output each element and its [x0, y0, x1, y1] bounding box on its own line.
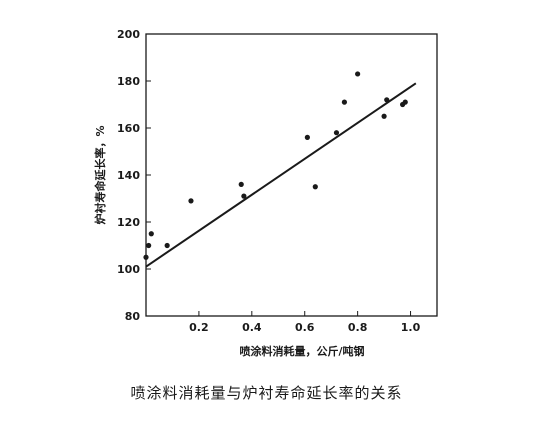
data-point: [402, 99, 408, 105]
y-tick-label: 160: [117, 122, 140, 135]
data-point: [384, 97, 390, 103]
y-axis-label: 炉衬寿命延长率，%: [93, 125, 107, 224]
axes: [145, 33, 438, 317]
ticks: 80 100 120 140 160 180 200 0.2 0.4 0.6 0.8 1.0: [117, 28, 421, 334]
data-point: [146, 242, 152, 249]
regression-line: [145, 82, 417, 268]
x-tick-label: 0.2: [189, 321, 209, 334]
y-tick-label: 80: [125, 310, 141, 323]
x-axis-label: 喷涂料消耗量，公斤/吨钢: [239, 344, 364, 358]
x-tick-label: 1.0: [401, 321, 421, 334]
data-point: [304, 134, 310, 140]
data-point: [341, 99, 348, 105]
figure-caption: 喷涂料消耗量与炉衬寿命延长率的关系: [130, 384, 403, 402]
y-tick-label: 120: [117, 216, 140, 229]
data-point: [241, 193, 247, 199]
plot-frame: [145, 33, 438, 317]
x-tick-label: 0.8: [348, 321, 368, 334]
x-tick-label: 0.4: [242, 321, 262, 334]
data-point: [238, 181, 244, 187]
data-point: [381, 113, 387, 119]
data-point: [143, 254, 149, 260]
y-tick-label: 200: [117, 28, 140, 41]
y-tick-label: 140: [117, 169, 140, 182]
data-point: [333, 130, 340, 136]
data-point: [188, 198, 194, 204]
data-point: [148, 231, 154, 237]
fit-line-layer: [145, 82, 417, 268]
data-point: [312, 184, 318, 190]
data-points: [143, 71, 408, 260]
data-point: [355, 71, 361, 77]
y-tick-label: 100: [117, 263, 140, 276]
x-tick-label: 0.6: [295, 321, 315, 334]
y-tick-label: 180: [117, 75, 140, 88]
data-point: [164, 242, 170, 249]
